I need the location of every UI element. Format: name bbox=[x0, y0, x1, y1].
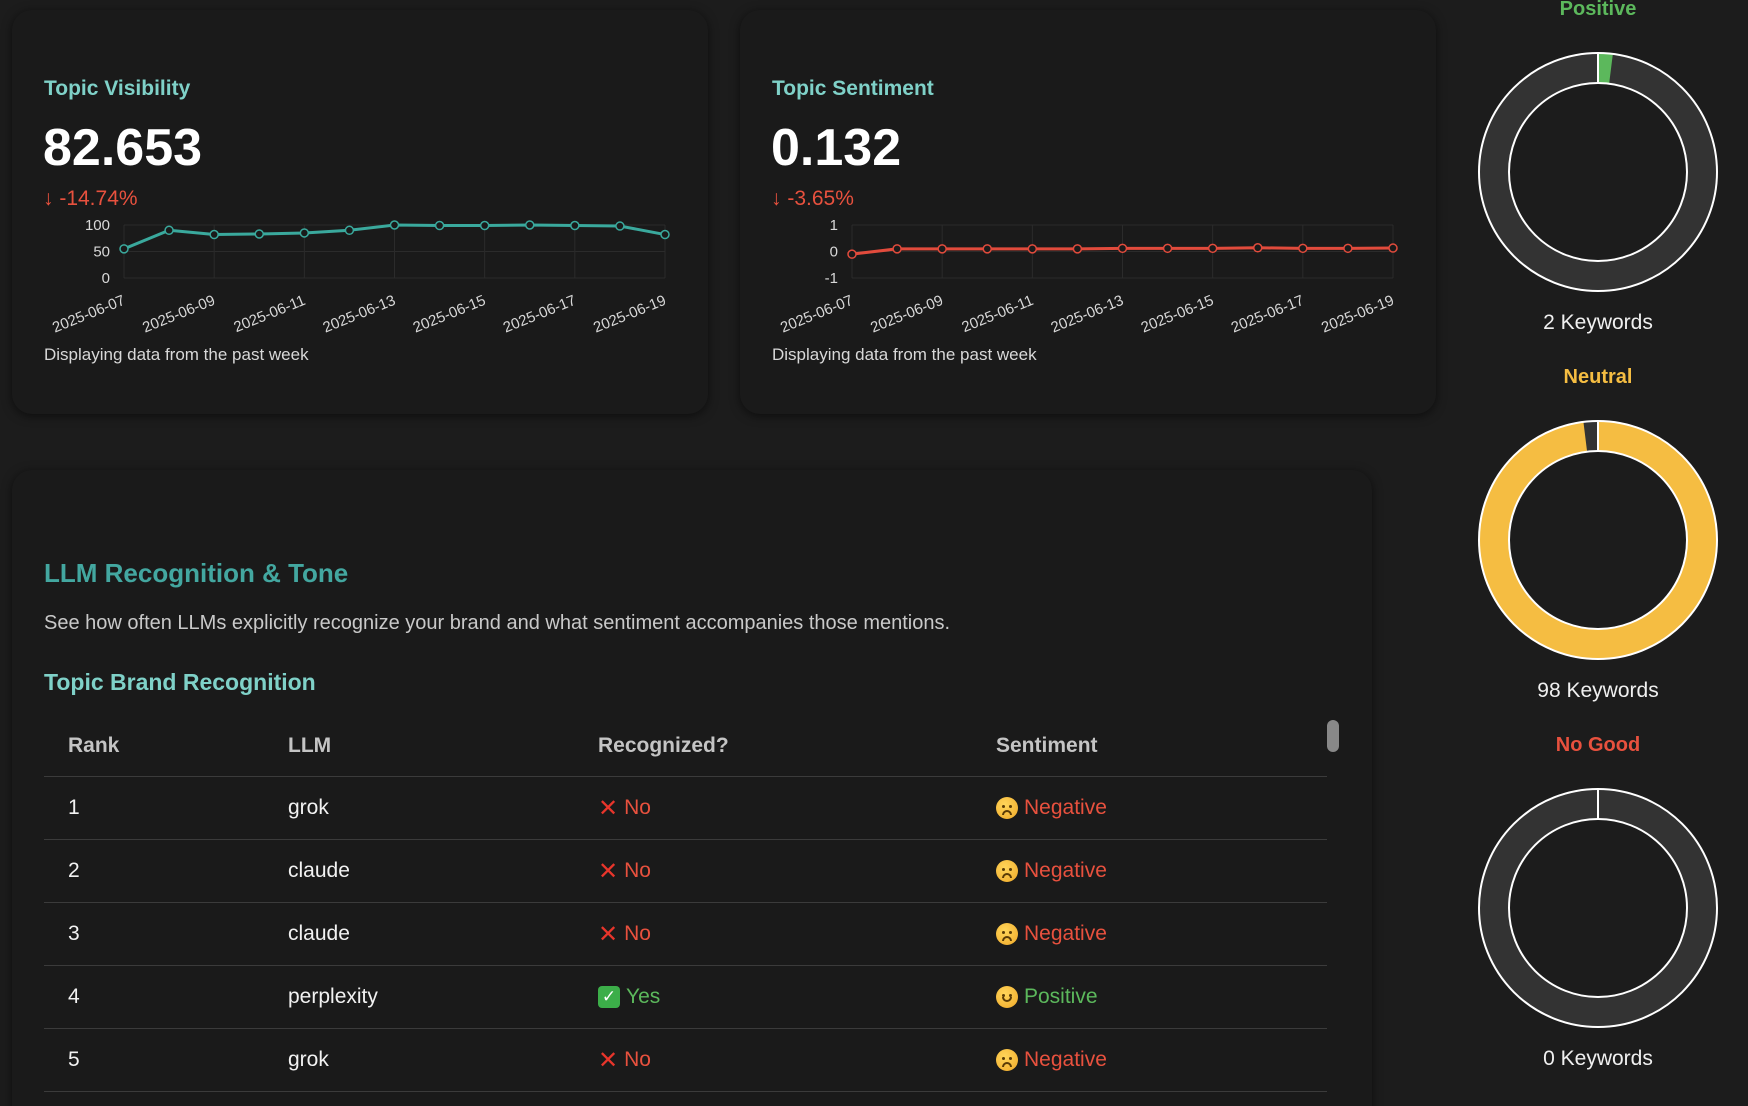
sentiment-value: 0.132 bbox=[771, 119, 902, 177]
check-mark-icon: ✓ bbox=[598, 986, 620, 1008]
row-recognized: ✕ No bbox=[598, 1029, 651, 1091]
visibility-value: 82.653 bbox=[43, 119, 203, 177]
smiling-face-icon bbox=[996, 986, 1018, 1008]
recognized-value: No bbox=[624, 796, 651, 819]
donut-chart[interactable] bbox=[1478, 52, 1718, 292]
col-header-rank[interactable]: Rank bbox=[68, 733, 120, 757]
table-scrollbar[interactable] bbox=[1327, 720, 1339, 752]
row-sentiment: Positive bbox=[996, 966, 1098, 1028]
angry-face-icon bbox=[996, 923, 1018, 945]
llm-section-title: LLM Recognition & Tone bbox=[44, 558, 349, 588]
table-row[interactable]: 2 claude ✕ No Negative bbox=[44, 840, 1327, 903]
recognized-value: Yes bbox=[626, 985, 661, 1008]
visibility-delta: ↓ -14.74% bbox=[43, 187, 138, 210]
row-recognized: ✓ Yes bbox=[598, 966, 660, 1028]
brand-recognition-title: Topic Brand Recognition bbox=[44, 669, 316, 695]
sentiment-value: Negative bbox=[1024, 859, 1107, 882]
row-sentiment: Negative bbox=[996, 1029, 1107, 1091]
row-llm: claude bbox=[288, 859, 350, 882]
row-recognized: ✕ No bbox=[598, 777, 651, 839]
donut-label-no-good: No Good bbox=[1555, 734, 1641, 756]
table-row[interactable]: 4 perplexity ✓ Yes Positive bbox=[44, 966, 1327, 1029]
donut-segment bbox=[1479, 421, 1717, 659]
sentiment-delta: ↓ -3.65% bbox=[771, 187, 854, 210]
row-rank: 1 bbox=[68, 796, 80, 819]
row-llm: grok bbox=[288, 1048, 329, 1071]
row-recognized: ✕ No bbox=[598, 903, 651, 965]
sentiment-value: Negative bbox=[1024, 922, 1107, 945]
row-rank: 3 bbox=[68, 922, 80, 945]
llm-recognition-card bbox=[12, 470, 1372, 1106]
col-header-llm[interactable]: LLM bbox=[288, 733, 332, 757]
row-llm: grok bbox=[288, 796, 329, 819]
donut-border bbox=[1508, 450, 1688, 630]
row-llm: claude bbox=[288, 922, 350, 945]
recognized-value: No bbox=[624, 922, 651, 945]
col-header-recognized[interactable]: Recognized? bbox=[598, 733, 729, 757]
sentiment-value: Positive bbox=[1024, 985, 1098, 1008]
row-rank: 2 bbox=[68, 859, 80, 882]
topic-visibility-card bbox=[12, 10, 708, 414]
brand-recognition-table: Rank LLM Recognized? Sentiment 1 grok ✕ No N… bbox=[44, 715, 1327, 1092]
row-sentiment: Negative bbox=[996, 840, 1107, 902]
angry-face-icon bbox=[996, 797, 1018, 819]
cross-mark-icon: ✕ bbox=[598, 794, 619, 822]
visibility-footer: Displaying data from the past week bbox=[44, 345, 309, 364]
topic-sentiment-card bbox=[740, 10, 1436, 414]
angry-face-icon bbox=[996, 1049, 1018, 1071]
cross-mark-icon: ✕ bbox=[598, 1046, 619, 1074]
donut-border bbox=[1508, 818, 1688, 998]
col-header-sentiment[interactable]: Sentiment bbox=[996, 733, 1098, 757]
table-row[interactable]: 5 grok ✕ No Negative bbox=[44, 1029, 1327, 1092]
table-row[interactable]: 1 grok ✕ No Negative bbox=[44, 777, 1327, 840]
sentiment-footer: Displaying data from the past week bbox=[772, 345, 1037, 364]
donut-chart[interactable] bbox=[1478, 788, 1718, 1028]
row-rank: 5 bbox=[68, 1048, 80, 1071]
recognized-value: No bbox=[624, 859, 651, 882]
donut-keyword-count: 2 Keywords bbox=[1543, 311, 1653, 334]
donut-label-neutral: Neutral bbox=[1563, 366, 1633, 388]
recognized-value: No bbox=[624, 1048, 651, 1071]
row-sentiment: Negative bbox=[996, 903, 1107, 965]
donut-keyword-count: 0 Keywords bbox=[1543, 1047, 1653, 1070]
row-recognized: ✕ No bbox=[598, 840, 651, 902]
row-llm: perplexity bbox=[288, 985, 378, 1008]
sentiment-value: Negative bbox=[1024, 796, 1107, 819]
donut-chart[interactable] bbox=[1478, 420, 1718, 660]
table-header-row: Rank LLM Recognized? Sentiment bbox=[44, 715, 1327, 777]
llm-section-description: See how often LLMs explicitly recognize … bbox=[44, 612, 951, 634]
visibility-title: Topic Visibility bbox=[44, 77, 191, 100]
cross-mark-icon: ✕ bbox=[598, 857, 619, 885]
sentiment-value: Negative bbox=[1024, 1048, 1107, 1071]
angry-face-icon bbox=[996, 860, 1018, 882]
cross-mark-icon: ✕ bbox=[598, 920, 619, 948]
donut-border bbox=[1508, 82, 1688, 262]
row-sentiment: Negative bbox=[996, 777, 1107, 839]
row-rank: 4 bbox=[68, 985, 80, 1008]
table-row[interactable]: 3 claude ✕ No Negative bbox=[44, 903, 1327, 966]
donut-keyword-count: 98 Keywords bbox=[1537, 679, 1659, 702]
donut-remainder bbox=[1479, 789, 1717, 1027]
sentiment-title: Topic Sentiment bbox=[772, 77, 934, 100]
donut-remainder bbox=[1479, 53, 1717, 291]
donut-label-positive: Positive bbox=[1559, 0, 1637, 20]
